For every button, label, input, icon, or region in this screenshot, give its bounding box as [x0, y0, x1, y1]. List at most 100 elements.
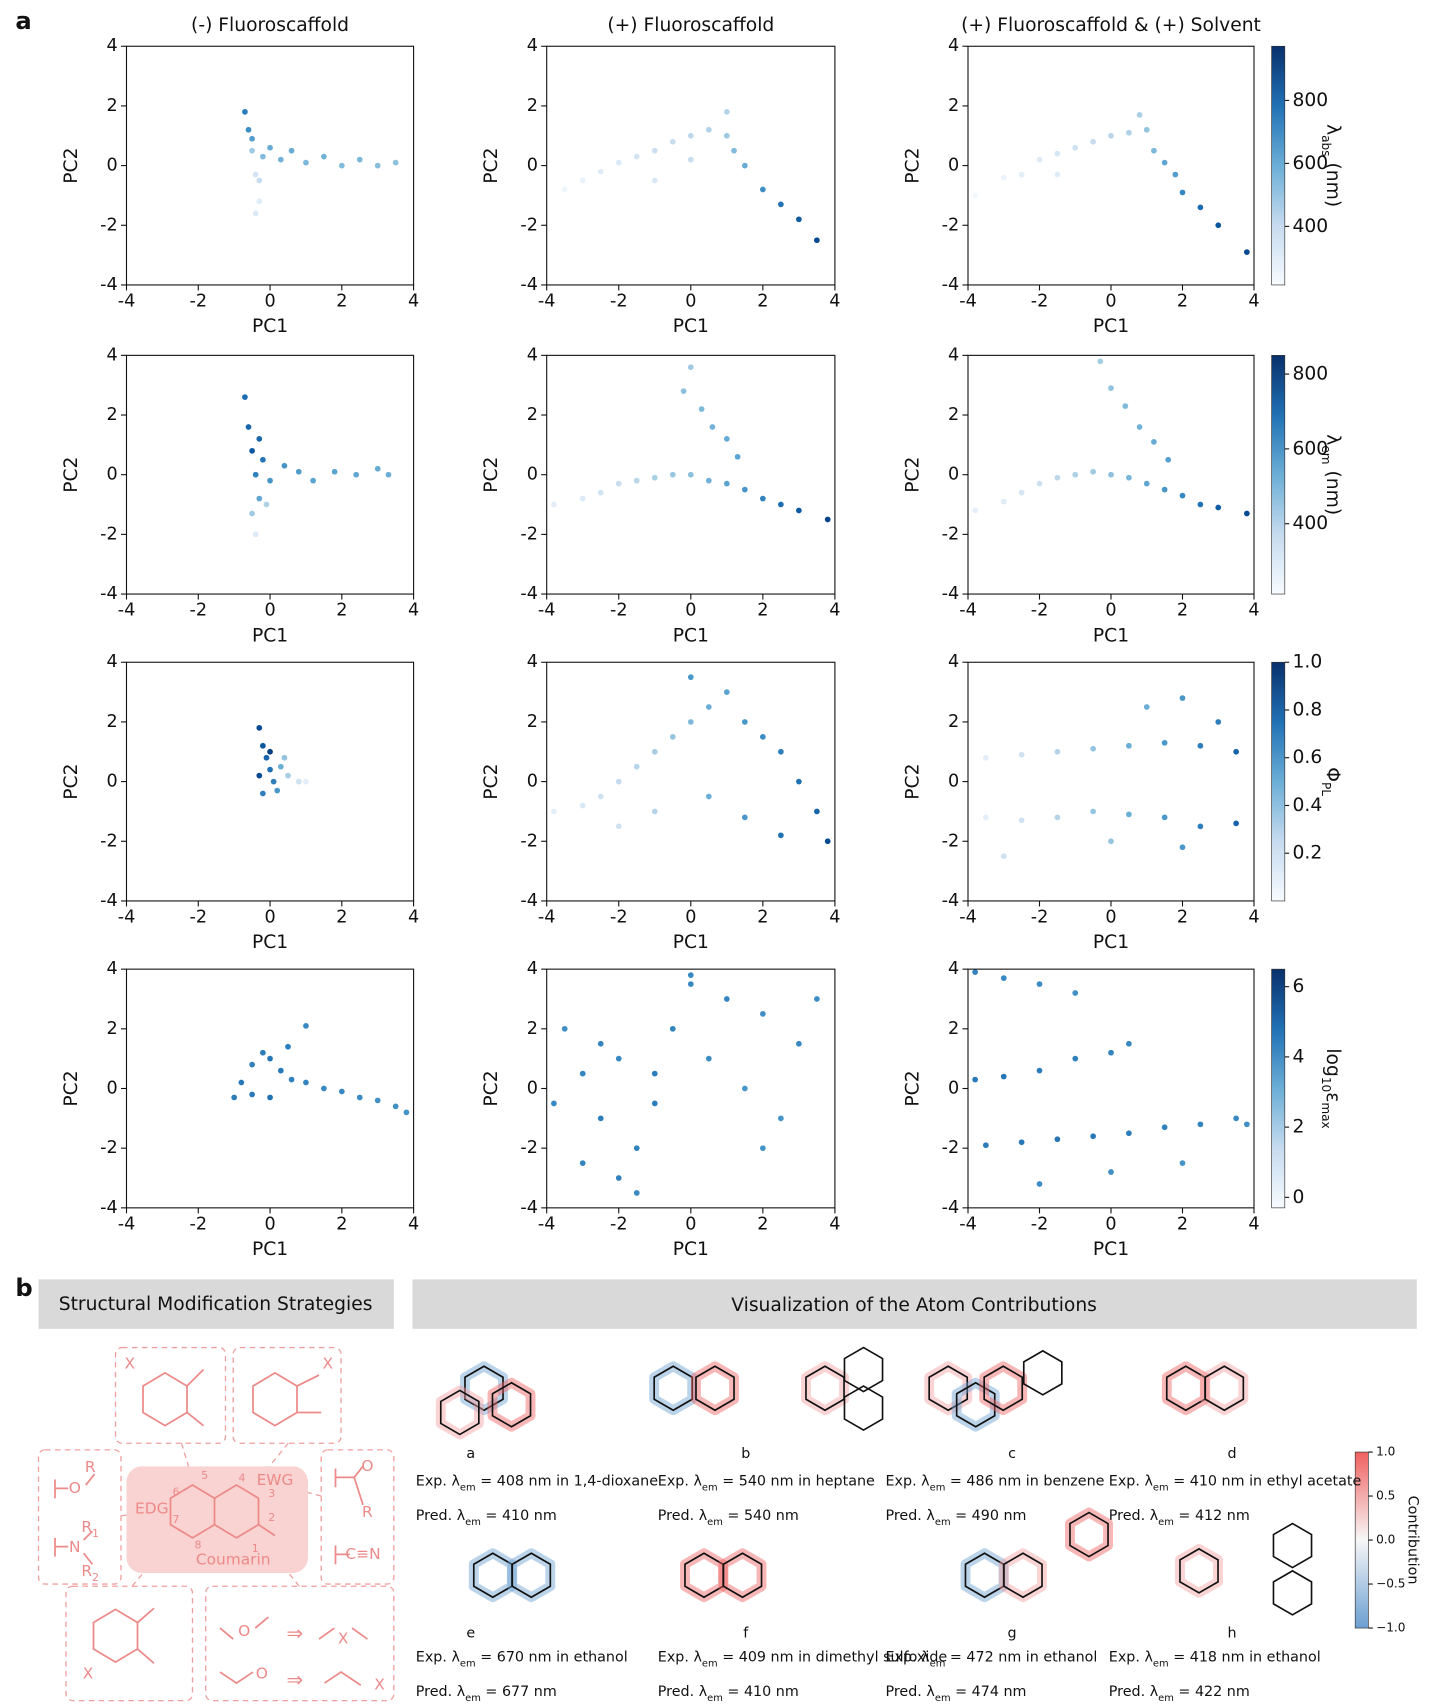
caption-part: em [707, 1692, 723, 1703]
y-axis-label: PC2 [481, 1070, 502, 1106]
point [267, 766, 273, 773]
header: Structural Modification Strategies [59, 1294, 373, 1315]
x-tick-label: 4 [408, 907, 419, 927]
header-box [38, 1279, 394, 1329]
y-tick-label: 0 [948, 772, 959, 792]
point [281, 462, 288, 469]
x-axis-label: PC1 [673, 932, 709, 953]
ring [955, 1381, 996, 1428]
label-part: PL [1320, 782, 1334, 796]
caption-part: em [935, 1692, 951, 1703]
point [1000, 174, 1007, 181]
ring [464, 1365, 504, 1412]
caption-part: em [930, 1482, 946, 1493]
colorbar-label: Contribution [1404, 1496, 1420, 1585]
ring [511, 1552, 552, 1599]
x-axis-label: PC1 [1093, 932, 1129, 953]
colorbar-tick-label: 4 [1293, 1046, 1305, 1067]
caption: Pred. λem = 490 nm [886, 1508, 1027, 1528]
point [1197, 1121, 1204, 1128]
point [1179, 695, 1186, 701]
point [260, 790, 266, 797]
point [1179, 844, 1186, 851]
y-tick-label: 2 [948, 712, 959, 732]
point [1054, 748, 1061, 755]
y-tick-label: -2 [942, 831, 960, 851]
point [1151, 439, 1157, 445]
atom-contribution [1175, 1543, 1223, 1598]
atom-contribution [507, 1548, 556, 1603]
scheme-text: O [69, 1479, 81, 1497]
point [338, 162, 345, 169]
atom-contribution [1065, 1507, 1113, 1562]
y-tick-label: -2 [520, 1138, 538, 1158]
point [1108, 1049, 1114, 1056]
x-tick-label: 2 [1177, 291, 1188, 311]
label-part: Φ [1323, 767, 1344, 782]
y-tick-label: 2 [527, 405, 538, 425]
ring [653, 1365, 694, 1412]
point [723, 480, 730, 487]
x-axis-label: PC1 [252, 316, 288, 337]
caption-part: em [707, 1516, 723, 1527]
point [972, 192, 979, 199]
x-tick-label: 0 [264, 1214, 275, 1234]
point [263, 501, 270, 508]
x-axis-label: PC1 [673, 316, 709, 337]
panel-label: a [15, 7, 31, 35]
point [1122, 403, 1129, 409]
ring [843, 1346, 884, 1393]
caption-part: em [1158, 1692, 1174, 1703]
point [356, 1094, 363, 1101]
x-tick-label: -4 [538, 601, 556, 621]
point [1054, 171, 1061, 178]
point [374, 162, 381, 169]
point [1000, 498, 1007, 505]
x-axis-label: PC1 [252, 932, 288, 953]
caption-part: = 472 nm in ethanol [945, 1650, 1097, 1666]
y-tick-label: 4 [948, 652, 959, 672]
ring [843, 1385, 884, 1432]
x-tick-label: -4 [538, 1214, 556, 1234]
caption-part: Pred. λ [1109, 1508, 1159, 1524]
x-axis-label: PC1 [252, 1239, 288, 1260]
point [1054, 474, 1061, 481]
y-tick-label: -2 [520, 831, 538, 851]
x-tick-label: 2 [757, 907, 768, 927]
point [579, 1070, 586, 1077]
point [687, 156, 694, 163]
point [288, 147, 295, 154]
point [633, 763, 640, 770]
x-tick-label: -4 [538, 291, 556, 311]
caption: Exp. λem = 486 nm in benzene [886, 1474, 1105, 1494]
point [245, 126, 252, 133]
colorbar-tick-label: 800 [1293, 90, 1329, 111]
scheme-text: X [338, 1630, 349, 1648]
x-tick-label: -2 [190, 291, 208, 311]
molecule-letter: h [1227, 1626, 1236, 1642]
point [252, 471, 259, 478]
point [1072, 471, 1079, 478]
caption-part: = 486 nm in benzene [945, 1474, 1104, 1490]
y-tick-label: 0 [527, 156, 538, 176]
y-tick-label: 0 [948, 1079, 959, 1099]
scheme-text: R2 [81, 1561, 99, 1583]
y-tick-label: 2 [106, 1019, 117, 1039]
point [687, 719, 694, 725]
point [1090, 1133, 1096, 1140]
x-tick-label: -2 [1031, 1214, 1049, 1234]
point [1243, 249, 1250, 255]
y-axis-label: PC2 [903, 457, 924, 493]
point [1072, 1055, 1079, 1062]
caption-part: = 677 nm [481, 1684, 557, 1700]
colorbar [1271, 661, 1286, 902]
point [741, 486, 748, 493]
point [392, 1103, 399, 1110]
header: Visualization of the Atom Contributions [731, 1295, 1097, 1316]
scheme-text: EDG [135, 1500, 169, 1518]
caption-part: em [930, 1658, 946, 1669]
point [249, 510, 255, 517]
y-tick-label: 0 [527, 1079, 538, 1099]
caption: Pred. λem = 410 nm [658, 1684, 799, 1704]
y-tick-label: -2 [100, 524, 118, 544]
